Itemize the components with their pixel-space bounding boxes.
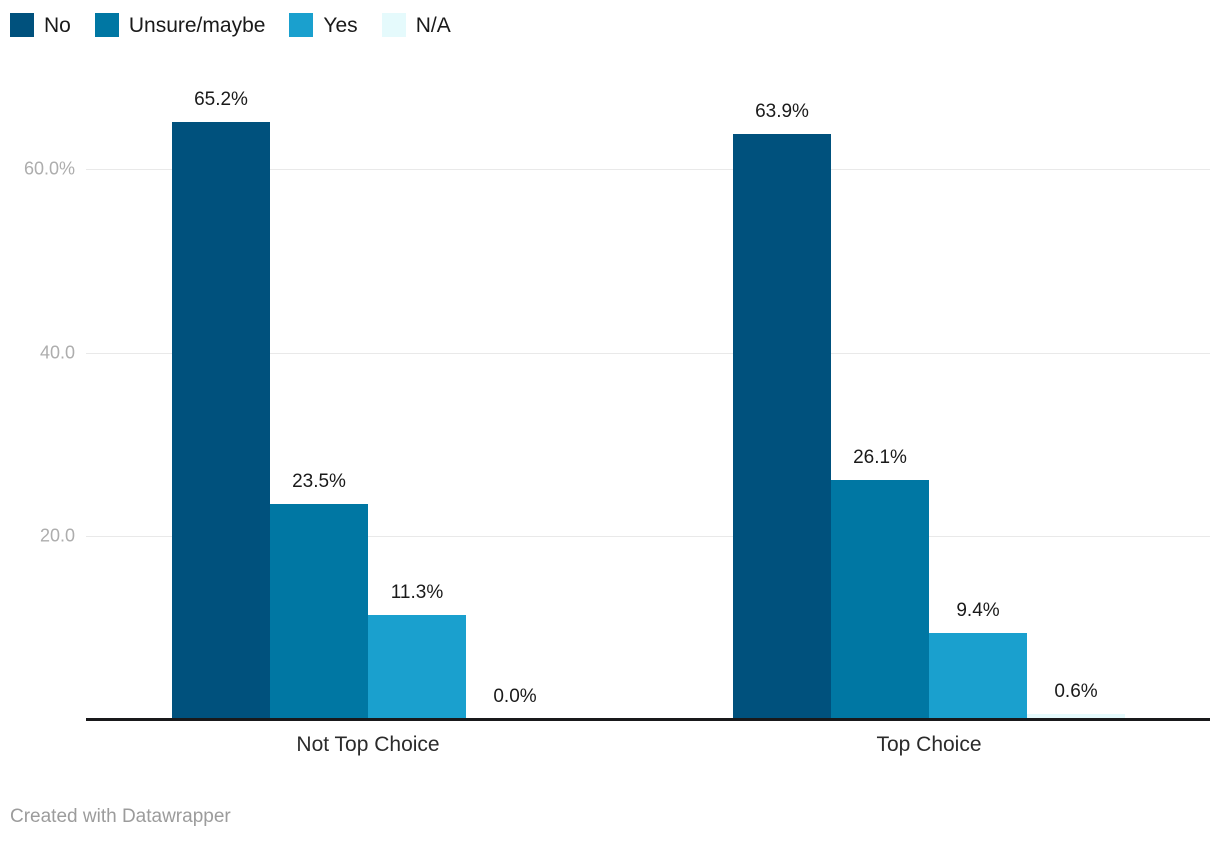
legend-item-n-a: N/A [381, 13, 451, 37]
y-axis-tick-label: 20.0 [39, 525, 75, 546]
legend-swatch-icon [289, 13, 314, 37]
bar-top-choice-unsure-maybe [831, 479, 929, 719]
category-label-not-top-choice: Not Top Choice [296, 733, 440, 756]
datawrapper-credit: Created with Datawrapper [10, 806, 231, 827]
y-axis-tick-label: 60.0% [23, 158, 75, 179]
bar-top-choice-yes [929, 632, 1027, 719]
gridline-60 [86, 169, 1210, 171]
bar-not-top-choice-yes [368, 615, 466, 719]
legend-item-no: No [10, 13, 71, 37]
bar-value-label: 0.6% [1054, 680, 1098, 702]
bar-value-label: 9.4% [956, 599, 1000, 621]
x-axis-baseline [86, 718, 1210, 721]
bar-value-label: 23.5% [292, 470, 346, 492]
bar-value-label: 65.2% [194, 88, 248, 110]
bar-value-label: 26.1% [853, 446, 907, 468]
bar-value-label: 63.9% [755, 100, 809, 122]
gridline-40 [86, 352, 1210, 354]
y-axis-tick-label: 40.0 [39, 342, 75, 362]
legend-label: N/A [415, 13, 451, 37]
legend-swatch-icon [381, 13, 406, 37]
bar-value-label: 0.0% [493, 686, 537, 707]
bar-top-choice-no [733, 133, 831, 719]
bar-not-top-choice-no [172, 121, 270, 719]
legend-item-yes: Yes [289, 13, 358, 37]
chart-legend: No Unsure/maybe Yes N/A [10, 13, 451, 37]
gridline-20 [86, 535, 1210, 537]
bar-value-label: 11.3% [390, 582, 444, 604]
bar-top-choice-n-a [1027, 713, 1125, 719]
legend-label: No [44, 13, 71, 37]
legend-label: Yes [323, 13, 358, 37]
bar-not-top-choice-unsure-maybe [270, 503, 368, 719]
legend-swatch-icon [94, 13, 119, 37]
legend-label: Unsure/maybe [128, 13, 266, 37]
legend-swatch-icon [10, 13, 34, 37]
category-label-top-choice: Top Choice [876, 733, 982, 756]
legend-item-unsure-maybe: Unsure/maybe [94, 13, 266, 37]
